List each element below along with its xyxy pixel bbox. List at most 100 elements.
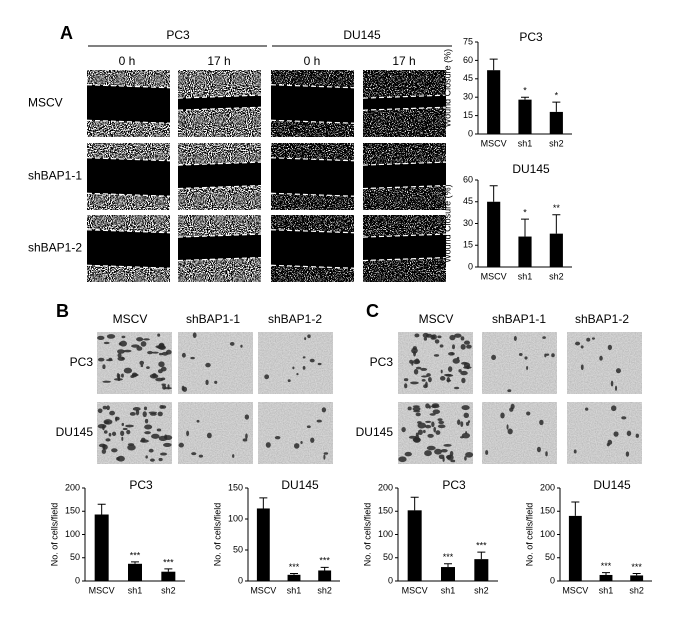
cell-blob (120, 430, 125, 437)
chart-title: PC3 (519, 30, 543, 44)
wound-gap (363, 162, 446, 189)
bar (128, 563, 142, 581)
y-tick-label: 30 (463, 92, 473, 102)
y-tick-label: 150 (65, 506, 80, 516)
error-bar (164, 568, 173, 572)
bar (441, 567, 455, 581)
bar (568, 515, 582, 581)
cell-blob (411, 347, 418, 354)
cell-blob (591, 337, 596, 340)
x-tick-label: sh1 (287, 585, 302, 595)
image-bg (178, 402, 253, 464)
cell-blob (542, 336, 546, 339)
x-tick-label: sh1 (128, 585, 143, 595)
cell-blob (425, 333, 433, 338)
cell-blob (158, 361, 165, 368)
cell-blob (467, 420, 471, 424)
cell-blob (156, 428, 162, 432)
cell-blob (97, 335, 105, 341)
cell-blob (117, 373, 121, 379)
cell-blob (465, 451, 474, 458)
wound-image (270, 143, 355, 210)
wound-edge (86, 192, 171, 197)
cell-blob (466, 365, 470, 370)
timepoint-label: 0 h (304, 54, 321, 68)
y-tick-label: 100 (540, 529, 555, 539)
wound-gap (271, 84, 354, 124)
wound-gap (178, 234, 261, 261)
cell-blob (539, 419, 544, 426)
cell-blob (412, 359, 421, 365)
cell-blob (144, 418, 149, 424)
wound-gap (271, 229, 354, 269)
cell-blob (116, 455, 125, 462)
y-axis-label: No. of cells/field (212, 503, 222, 567)
x-tick-label: sh2 (317, 585, 332, 595)
cell-blob (444, 373, 452, 377)
wound-edge (362, 233, 447, 238)
cell-blob (129, 412, 136, 416)
wound-edge (86, 229, 171, 234)
significance: *** (631, 562, 642, 572)
cell-blob (191, 452, 197, 456)
cell-blob (440, 448, 448, 453)
bar (256, 508, 270, 581)
cell-blob (425, 403, 430, 409)
cell-blob (404, 451, 412, 457)
cell-blob (310, 437, 315, 443)
wound-edge (270, 192, 355, 197)
cell-blob (607, 344, 613, 350)
cell-blob (151, 433, 160, 439)
cell-blob (102, 364, 106, 370)
y-tick-label: 15 (463, 240, 473, 250)
chart-title: DU145 (512, 162, 550, 176)
cell-blob (421, 379, 426, 382)
x-tick-label: MSCV (562, 585, 588, 595)
error-bar (131, 561, 139, 564)
cell-blob (574, 341, 581, 346)
bar (549, 233, 563, 267)
cell-blob (196, 419, 200, 423)
cell-blob (404, 383, 408, 389)
y-tick-label: 50 (545, 552, 555, 562)
cell-blob (426, 445, 436, 451)
cell-blob (159, 452, 168, 456)
cell-blob (573, 449, 577, 454)
cell-blob (439, 376, 446, 381)
cell-blob (139, 360, 145, 366)
cell-blob (152, 373, 157, 378)
y-axis-label: No. of cells/field (362, 503, 372, 567)
column-label: MSCV (419, 312, 454, 326)
significance: *** (289, 562, 300, 572)
row-label: MSCV (28, 96, 63, 110)
cell-blob (111, 448, 118, 453)
cell-blob (229, 341, 235, 346)
x-tick-label: sh2 (161, 585, 176, 595)
error-bar (259, 497, 268, 509)
cell-blob (414, 333, 420, 338)
cell-blob (435, 430, 441, 435)
y-tick-label: 200 (540, 482, 555, 492)
y-tick-label: 150 (378, 506, 393, 516)
panel-label: B (56, 301, 69, 321)
timepoint-label: 0 h (119, 54, 136, 68)
cell-blob (126, 429, 131, 435)
column-label: MSCV (113, 312, 148, 326)
cell-blob (163, 442, 172, 447)
wound-edge (270, 229, 355, 234)
cell-blob (245, 433, 248, 440)
cell-blob (242, 438, 248, 442)
cell-blob (454, 386, 460, 390)
cell-blob (304, 337, 307, 341)
wound-edge (86, 119, 171, 124)
image-bg (178, 332, 253, 394)
image-bg (258, 402, 333, 464)
y-tick-label: 50 (70, 552, 80, 562)
cell-blob (433, 426, 437, 433)
cell-blob (463, 412, 469, 419)
significance: * (523, 86, 527, 96)
error-bar (477, 551, 486, 560)
significance: *** (319, 556, 330, 566)
cell-blob (158, 457, 163, 462)
image-bg (482, 332, 557, 394)
